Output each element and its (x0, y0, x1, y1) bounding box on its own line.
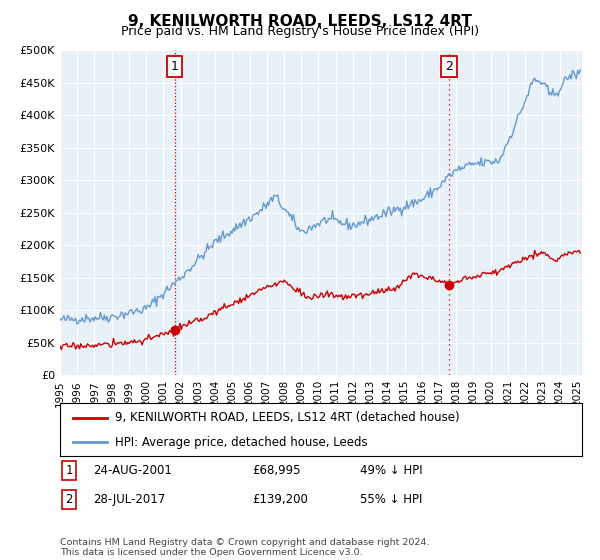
Text: 2: 2 (65, 493, 73, 506)
Text: 49% ↓ HPI: 49% ↓ HPI (360, 464, 422, 477)
Text: 2: 2 (445, 60, 453, 73)
Text: Contains HM Land Registry data © Crown copyright and database right 2024.
This d: Contains HM Land Registry data © Crown c… (60, 538, 430, 557)
Text: 9, KENILWORTH ROAD, LEEDS, LS12 4RT: 9, KENILWORTH ROAD, LEEDS, LS12 4RT (128, 14, 472, 29)
Text: HPI: Average price, detached house, Leeds: HPI: Average price, detached house, Leed… (115, 436, 367, 449)
Text: £68,995: £68,995 (252, 464, 301, 477)
Text: 1: 1 (170, 60, 179, 73)
Text: 9, KENILWORTH ROAD, LEEDS, LS12 4RT (detached house): 9, KENILWORTH ROAD, LEEDS, LS12 4RT (det… (115, 411, 460, 424)
Text: £139,200: £139,200 (252, 493, 308, 506)
Text: 1: 1 (65, 464, 73, 477)
Text: 28-JUL-2017: 28-JUL-2017 (93, 493, 165, 506)
Text: Price paid vs. HM Land Registry's House Price Index (HPI): Price paid vs. HM Land Registry's House … (121, 25, 479, 38)
Text: 55% ↓ HPI: 55% ↓ HPI (360, 493, 422, 506)
Text: 24-AUG-2001: 24-AUG-2001 (93, 464, 172, 477)
